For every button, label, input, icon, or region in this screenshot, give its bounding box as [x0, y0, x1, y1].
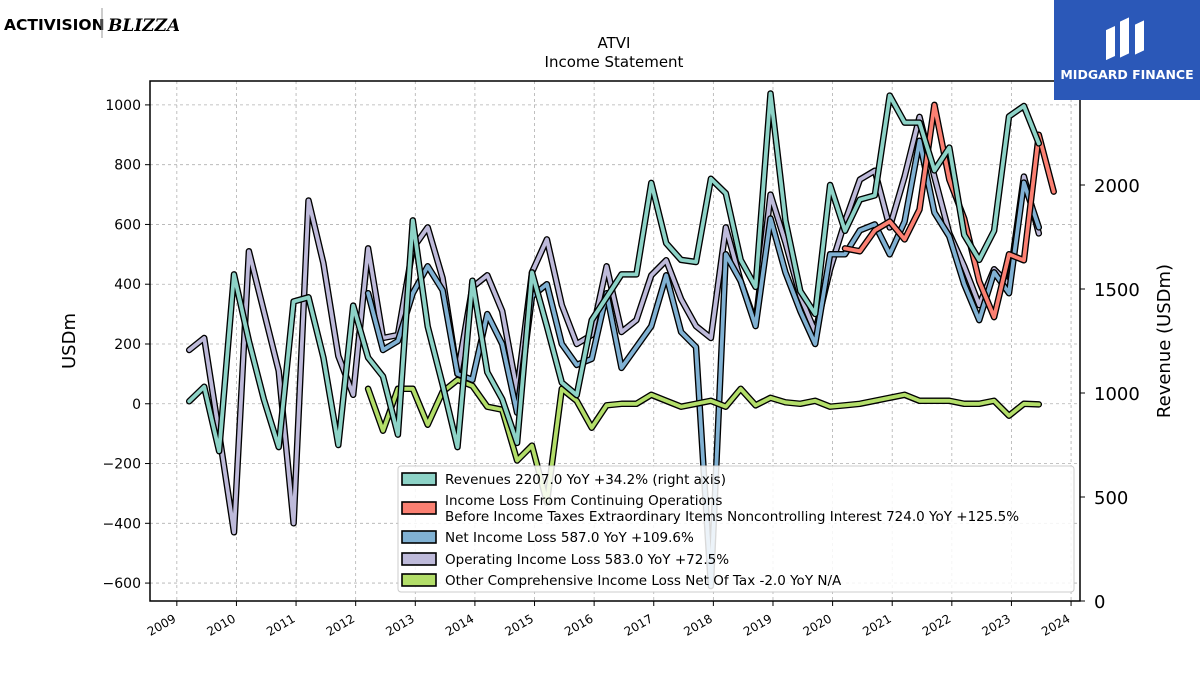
- x-tick-label: 2010: [204, 611, 237, 638]
- midgard-wordmark: MIDGARD FINANCE: [1060, 67, 1194, 82]
- series-line: [843, 103, 1056, 320]
- legend-label: Income Loss From Continuing Operations: [445, 493, 722, 509]
- chart-subtitle: Income Statement: [545, 53, 684, 71]
- legend-label: Revenues 2207.0 YoY +34.2% (right axis): [445, 472, 726, 488]
- chart-title: ATVI: [598, 34, 631, 52]
- x-tick-label: 2011: [264, 611, 297, 638]
- y-right-tick-label: 0: [1094, 592, 1105, 613]
- y-tick-label: 800: [114, 158, 141, 174]
- legend-label: Other Comprehensive Income Loss Net Of T…: [445, 573, 842, 589]
- legend-swatch: [401, 530, 437, 544]
- x-tick-label: 2022: [920, 611, 953, 638]
- legend-box: [397, 465, 1075, 593]
- x-tick-label: 2020: [801, 611, 834, 638]
- legend: Revenues 2207.0 YoY +34.2% (right axis) I…: [397, 465, 1075, 593]
- legend-label: Operating Income Loss 583.0 YoY +72.5%: [445, 552, 729, 568]
- legend-label: Before Income Taxes Extraordinary Items …: [445, 509, 1019, 525]
- series-line: [366, 377, 1041, 505]
- blizzard-wordmark: BLIZZARD: [107, 16, 179, 36]
- x-tick-label: 2024: [1039, 611, 1072, 638]
- x-tick-label: 2021: [860, 611, 893, 638]
- series-line: [187, 91, 1041, 454]
- x-tick-label: 2018: [681, 611, 714, 638]
- x-tick-label: 2014: [443, 611, 476, 638]
- y-right-tick-label: 2000: [1094, 176, 1140, 197]
- x-tick-label: 2023: [979, 611, 1012, 638]
- y-right-tick-label: 500: [1094, 488, 1128, 509]
- midgard-mark-icon: [1106, 17, 1144, 61]
- legend-swatch: [401, 573, 437, 587]
- activision-blizzard-logo: ACTIVISION BLIZZARD: [4, 8, 179, 38]
- y-tick-label: 200: [114, 337, 141, 353]
- y-right-tick-label: 1500: [1094, 280, 1140, 301]
- x-tick-label: 2012: [324, 611, 357, 638]
- activision-wordmark: ACTIVISION: [4, 16, 105, 34]
- y-right-tick-label: 1000: [1094, 384, 1140, 405]
- midgard-finance-logo: MIDGARD FINANCE: [1054, 0, 1200, 100]
- legend-label: Net Income Loss 587.0 YoY +109.6%: [445, 530, 694, 546]
- x-tick-label: 2019: [741, 611, 774, 638]
- y-tick-label: 1000: [105, 98, 141, 114]
- x-tick-label: 2016: [562, 611, 595, 638]
- y-axis-right-label: Revenue (USDm): [1154, 264, 1175, 418]
- legend-swatch: [401, 472, 437, 486]
- legend-swatch: [401, 501, 437, 515]
- legend-swatch: [401, 552, 437, 566]
- y-tick-label: 600: [114, 217, 141, 233]
- series-line: [187, 115, 1041, 535]
- y-tick-label: −600: [103, 576, 141, 592]
- plot-frame: [149, 80, 1081, 602]
- x-tick-label: 2013: [383, 611, 416, 638]
- y-tick-label: 400: [114, 277, 141, 293]
- y-tick-label: 0: [132, 397, 141, 413]
- y-tick-label: −400: [103, 516, 141, 532]
- y-axis-label: USDm: [59, 313, 80, 369]
- x-tick-label: 2009: [145, 611, 178, 638]
- x-tick-label: 2017: [622, 611, 655, 638]
- y-tick-label: −200: [103, 457, 141, 473]
- x-tick-label: 2015: [503, 611, 536, 638]
